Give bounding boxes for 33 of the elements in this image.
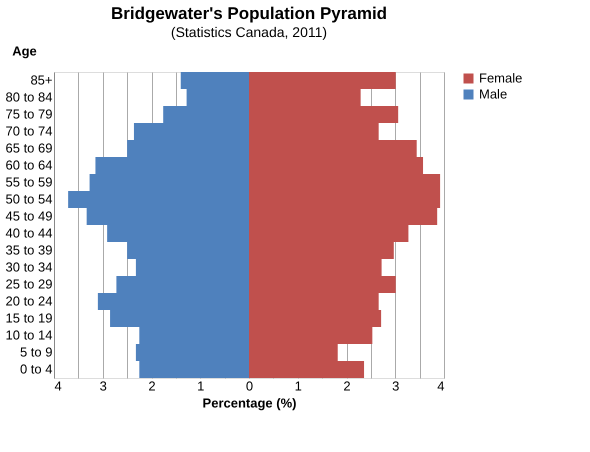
y-tick-label: 40 to 44 <box>6 226 52 240</box>
y-axis-title: Age <box>12 44 37 58</box>
y-tick-label: 15 to 19 <box>6 310 52 326</box>
x-tick-label: 3 <box>392 378 400 394</box>
y-tick-label: 85+ <box>30 72 52 88</box>
y-tick-label: 65 to 69 <box>6 140 52 156</box>
y-tick-label: 25 to 29 <box>6 276 52 292</box>
y-tick-label: 50 to 54 <box>6 192 52 206</box>
x-tick-label: 3 <box>100 378 107 394</box>
y-tick-label: 30 to 34 <box>6 260 52 274</box>
x-tick-label: 4 <box>54 378 62 394</box>
y-tick-label: 45 to 49 <box>6 208 52 224</box>
y-tick-label: 70 to 74 <box>6 124 52 138</box>
x-tick-label: 2 <box>148 378 156 394</box>
y-tick-label: 5 to 9 <box>20 344 52 360</box>
y-tick-label: 20 to 24 <box>6 294 52 308</box>
x-axis-title: Percentage (%) <box>202 396 296 410</box>
chart-title: Bridgewater's Population Pyramid <box>110 4 388 23</box>
x-tick-label: 1 <box>197 378 204 394</box>
x-tick-label: 4 <box>437 378 444 394</box>
x-tick-label: 1 <box>294 378 302 394</box>
x-tick-label: 0 <box>246 378 254 394</box>
y-tick-label: 80 to 84 <box>6 90 52 104</box>
x-tick-label: 2 <box>343 378 351 394</box>
y-tick-label: 10 to 14 <box>6 328 52 342</box>
y-tick-label: 60 to 64 <box>6 158 52 172</box>
y-tick-label: 55 to 59 <box>6 174 52 190</box>
legend-label: Male <box>479 86 508 102</box>
legend-label: Female <box>479 70 522 86</box>
chart-subtitle: (Statistics Canada, 2011) <box>170 24 328 40</box>
y-tick-label: 35 to 39 <box>6 242 52 258</box>
y-tick-label: 75 to 79 <box>6 106 52 122</box>
y-tick-label: 0 to 4 <box>20 362 52 376</box>
